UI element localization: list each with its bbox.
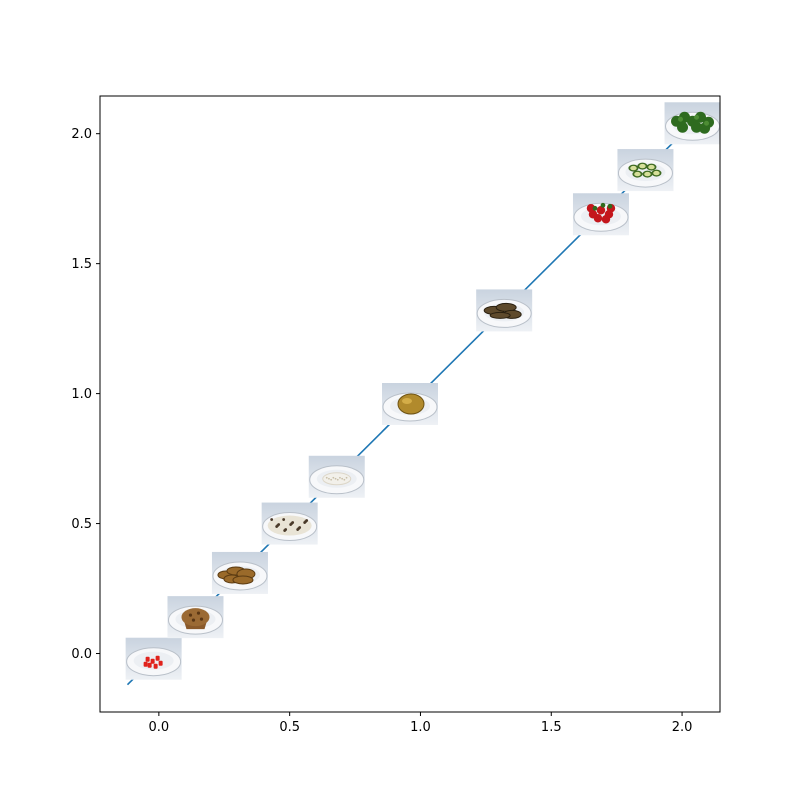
y-tick-label: 2.0 <box>71 127 92 142</box>
y-tick-label: 0.5 <box>71 517 92 532</box>
y-tick-label: 0.0 <box>71 647 92 662</box>
y-tick-label: 1.5 <box>71 257 92 272</box>
x-tick-label: 2.0 <box>672 720 693 735</box>
beans-plate-icon <box>261 502 318 545</box>
baked-potato-plate-icon <box>382 383 438 425</box>
muffin-plate-icon <box>167 596 224 639</box>
grilled-meat-plate-icon <box>476 289 533 332</box>
fried-pieces-plate-icon <box>211 551 268 594</box>
x-tick-label: 0.0 <box>149 720 170 735</box>
x-tick-label: 1.0 <box>410 720 431 735</box>
axis-layer: 0.0 0.5 1.0 1.5 2.0 0.0 0.5 1.0 1.5 2.0 <box>71 127 692 735</box>
rice-plate-icon <box>308 455 365 498</box>
y-tick-label: 1.0 <box>71 387 92 402</box>
data-layer <box>125 102 721 686</box>
x-tick-label: 0.5 <box>279 720 300 735</box>
strawberries-plate-icon <box>572 193 629 236</box>
plot-area-frame <box>99 95 721 713</box>
red-pepper-pieces-plate-icon <box>125 637 182 680</box>
cucumber-slices-plate-icon <box>617 149 674 192</box>
broccoli-plate-icon <box>664 102 721 145</box>
x-tick-label: 1.5 <box>541 720 562 735</box>
